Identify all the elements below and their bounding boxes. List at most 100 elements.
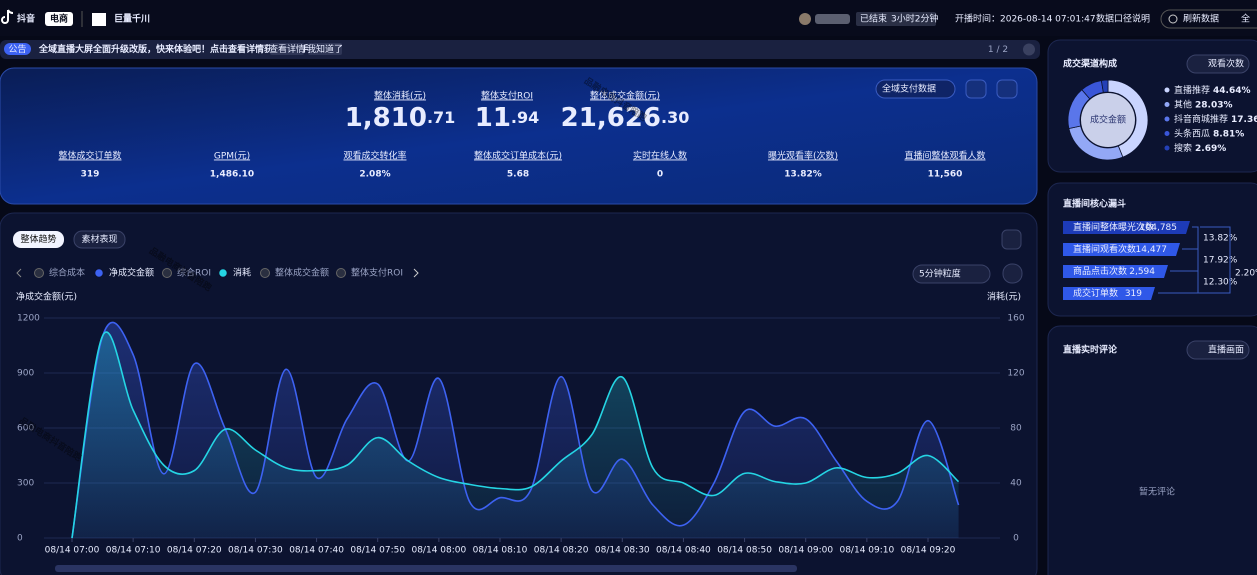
y2-tick-label: 0 [1013,534,1019,544]
x-tick-label: 08/14 07:20 [167,546,222,556]
legend-next[interactable] [413,268,419,278]
dismiss-btn[interactable] [308,43,342,55]
metric-value: 319 [81,170,100,180]
tab[interactable] [73,230,126,249]
legend-dot[interactable] [93,267,105,279]
metric-value: 11,560 [928,170,963,180]
x-tick-label: 08/14 07:00 [45,546,100,556]
pie-value-label: 8.81% [1213,129,1244,139]
metric-dec: .94 [511,108,539,127]
funnel-value: 2,594 [1129,267,1155,277]
brand-icon [92,13,106,26]
metric-dec: .30 [661,108,689,127]
logo-badge-text: 电商 [50,13,68,25]
funnel-bar [1063,243,1180,256]
comment-panel [1047,325,1257,575]
legend-label[interactable]: 综合ROI [177,267,211,279]
refresh-icon [1168,14,1178,24]
comment-empty: 暂无评论 [1139,486,1175,498]
logo-icon [1,9,14,24]
duration: 3小时2分钟 [891,13,938,25]
notice-close[interactable] [1023,43,1035,56]
notice-dismiss[interactable]: 我知道了 [307,43,343,55]
settings-btn[interactable] [965,79,987,99]
pie-value-label: 44.64% [1213,86,1251,96]
pie-center-label: 成交金额 [1090,114,1126,126]
chart-expand-btn[interactable] [1001,229,1022,250]
legend-label[interactable]: 综合成本 [49,267,85,279]
data-note[interactable]: 数据口径说明 [1096,13,1150,25]
x-tick-label: 08/14 07:30 [228,546,283,556]
legend-label[interactable]: 消耗 [233,267,251,279]
scope-btn[interactable] [875,79,956,99]
granularity-btn[interactable] [912,264,991,284]
funnel-rate: 13.82% [1203,234,1238,244]
channel-btn[interactable] [1186,54,1250,74]
metric-label: 曝光观看率(次数) [768,150,838,162]
metric-value: 0 [657,170,663,180]
y2-tick-label: 120 [1007,369,1024,379]
legend-dot[interactable] [34,268,44,278]
notice-pager[interactable]: 1 / 2 [988,45,1008,55]
y2-axis-label: 消耗(元) [987,291,1021,303]
comment-btn[interactable] [1186,340,1250,360]
y-tick-label: 1200 [17,314,40,324]
comment-btn-text[interactable]: 直播画面 [1208,344,1244,356]
legend-dot[interactable] [260,268,270,278]
metric-value: 5.68 [507,170,529,180]
detail-btn[interactable] [270,43,304,55]
legend-dot [1164,116,1170,122]
notice-badge [4,43,31,55]
y-tick-label: 0 [17,534,23,544]
metric-value: 11.94 [475,103,540,133]
tab[interactable]: 素材表现 [81,233,117,245]
tab[interactable]: 整体趋势 [20,233,56,245]
funnel-label: 成交订单数 [1073,287,1118,299]
top-bar [0,0,1257,36]
refresh[interactable]: 刷新数据 [1183,13,1219,25]
pie-category: 直播推荐 [1174,84,1210,96]
x-tick-label: 08/14 08:00 [411,546,466,556]
legend-dot[interactable] [162,268,172,278]
tab-active[interactable] [13,231,64,248]
fullscreen[interactable]: 全 [1241,13,1250,25]
metrics-panel [0,67,1038,205]
metric-label: GPM(元) [214,152,250,162]
legend-dot [1164,102,1170,107]
pie-value-label: 2.69% [1195,144,1226,154]
pie-legend: 头条西瓜 8.81% [1174,127,1244,139]
funnel-value: 104,785 [1140,223,1177,233]
legend-label[interactable]: 整体成交金额 [275,267,329,279]
legend-dot [1164,145,1170,151]
pie-slice [1100,79,1109,93]
x-tick-label: 08/14 08:40 [656,546,711,556]
y-tick-label: 300 [17,479,34,489]
legend-label[interactable]: 净成交金额 [109,267,154,279]
x-tick-label: 08/14 09:10 [839,546,894,556]
funnel-bracket [1158,226,1231,294]
comment-title: 直播实时评论 [1063,344,1118,356]
refresh-btn[interactable] [1160,9,1257,29]
metric-value: 2.08% [359,170,390,180]
expand-btn[interactable] [996,79,1018,99]
pie-legend: 搜索 2.69% [1174,142,1226,154]
legend-label[interactable]: 整体支付ROI [351,267,403,279]
legend-dot[interactable] [336,268,346,278]
scope[interactable]: 全域支付数据 [882,83,936,95]
granularity[interactable]: 5分钟粒度 [919,268,961,280]
start-time: 开播时间：2026-08-14 07:01:47 [955,13,1096,25]
funnel-bar [1063,287,1155,300]
filter-btn[interactable] [1002,263,1023,284]
status: 已结束 [860,13,887,25]
channel-btn-text[interactable]: 观看次数 [1208,58,1244,70]
status-box [856,12,936,26]
area [72,332,959,538]
metric-label: 整体成交订单成本(元) [474,150,562,162]
avatar [799,13,811,25]
legend-dot[interactable] [217,267,229,279]
metric-value: 13.82% [784,170,822,180]
metric-label: 观看成交转化率 [343,150,406,162]
legend-prev[interactable] [16,268,22,278]
notice-detail[interactable]: 查看详情 [269,43,305,55]
scroll-slider[interactable] [55,565,797,572]
